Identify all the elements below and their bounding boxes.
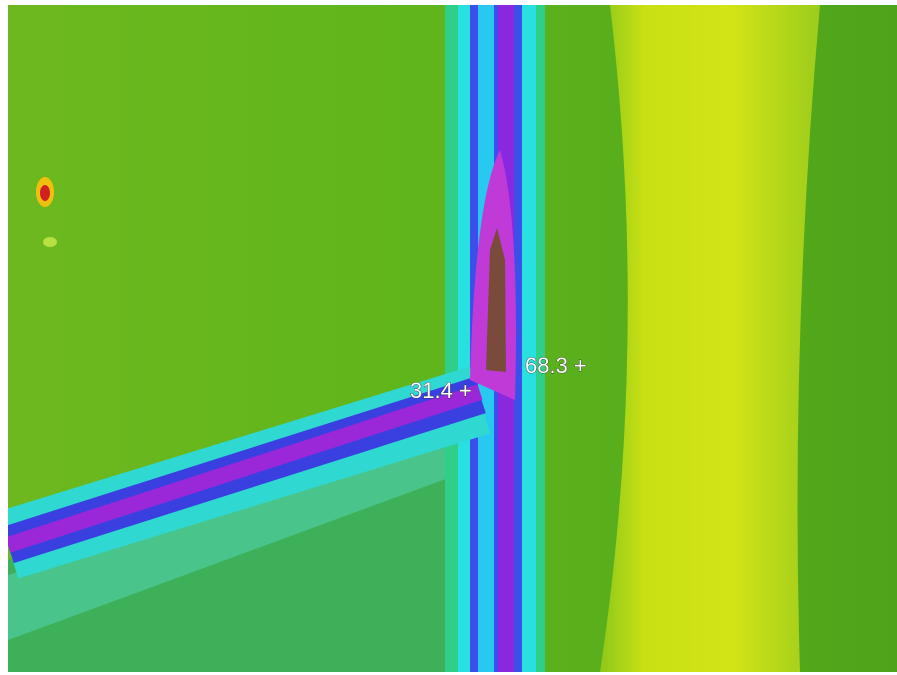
image-content: 31.4 + 68.3 + — [8, 5, 897, 672]
page: 31.4 + 68.3 + (() => { const data = JSON… — [0, 0, 897, 675]
temperature-marker: 31.4 + — [410, 378, 472, 403]
temperature-marker: 68.3 + — [525, 353, 587, 378]
hot-spot-core — [40, 185, 50, 201]
warm-band — [600, 5, 820, 672]
warm-spot — [43, 237, 57, 247]
thermal-image: 31.4 + 68.3 + — [0, 0, 897, 675]
